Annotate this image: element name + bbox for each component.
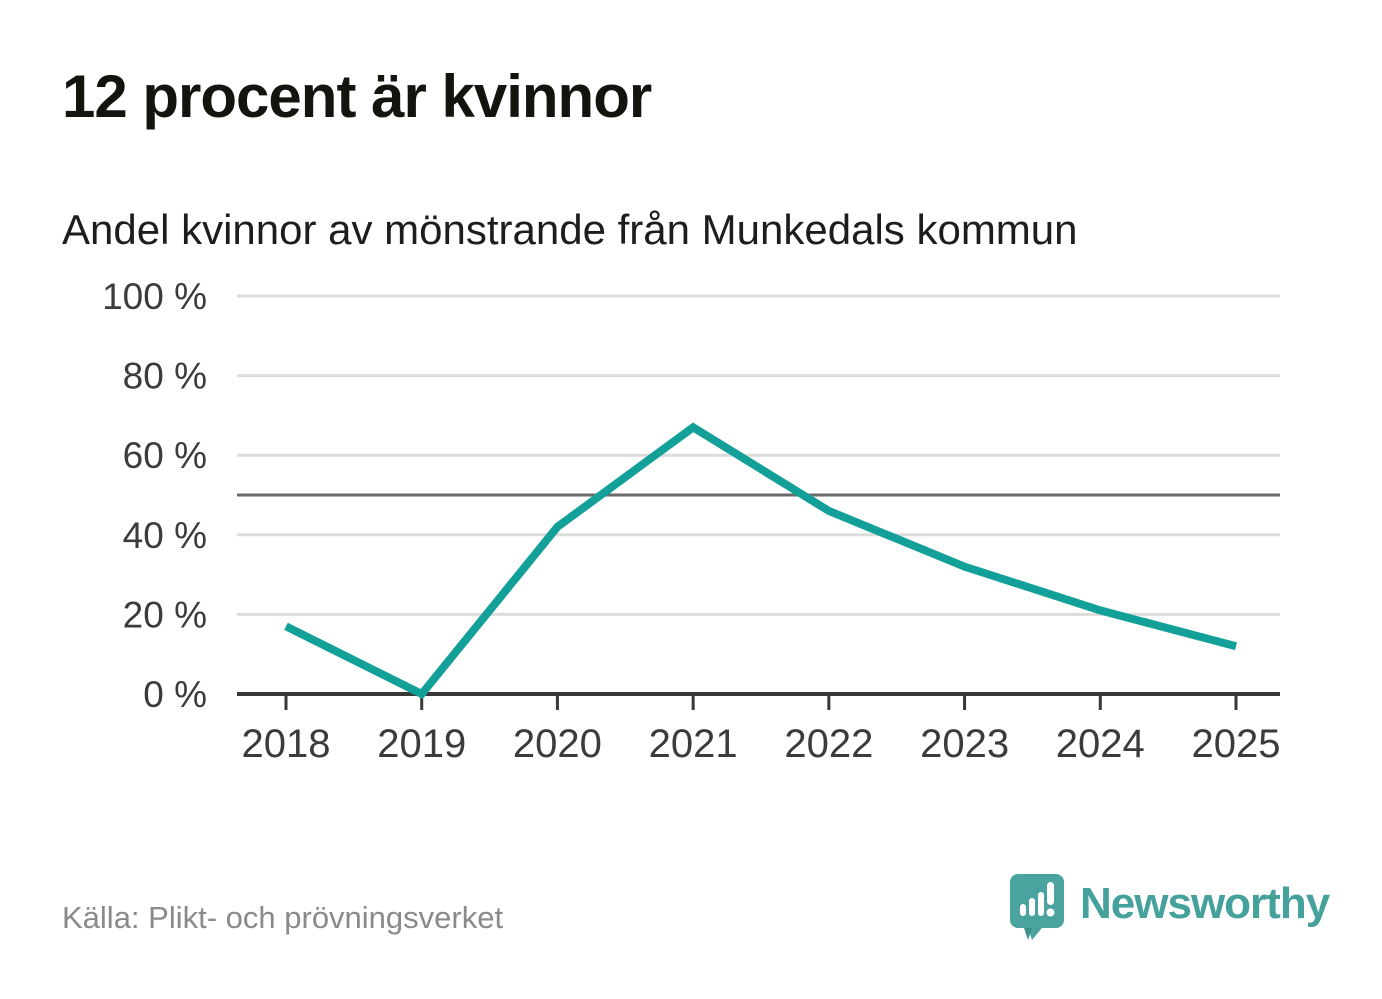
y-tick-label: 0 % (143, 674, 207, 715)
x-tick-label: 2020 (513, 722, 602, 766)
x-tick-label: 2022 (784, 722, 873, 766)
y-tick-label: 40 % (123, 515, 207, 556)
chart-title: 12 procent är kvinnor (62, 63, 652, 130)
x-tick-label: 2025 (1192, 722, 1281, 766)
chart-subtitle: Andel kvinnor av mönstrande från Munkeda… (62, 206, 1078, 253)
x-tick-label: 2021 (649, 722, 738, 766)
brand-lockup: Newsworthy (1010, 874, 1330, 940)
y-tick-label: 60 % (123, 435, 207, 476)
data-line-andel-kvinnor (284, 422, 1238, 700)
x-tick-label: 2018 (242, 722, 331, 766)
newsworthy-logo-icon (1010, 874, 1064, 940)
x-tick-label: 2019 (377, 722, 466, 766)
y-tick-label: 80 % (123, 356, 207, 397)
source-note: Källa: Plikt- och prövningsverket (62, 900, 504, 935)
x-tick-label: 2023 (920, 722, 1009, 766)
brand-name: Newsworthy (1080, 879, 1330, 928)
y-tick-label: 100 % (102, 276, 207, 317)
x-tick-label: 2024 (1056, 722, 1145, 766)
y-tick-label: 20 % (123, 594, 207, 635)
